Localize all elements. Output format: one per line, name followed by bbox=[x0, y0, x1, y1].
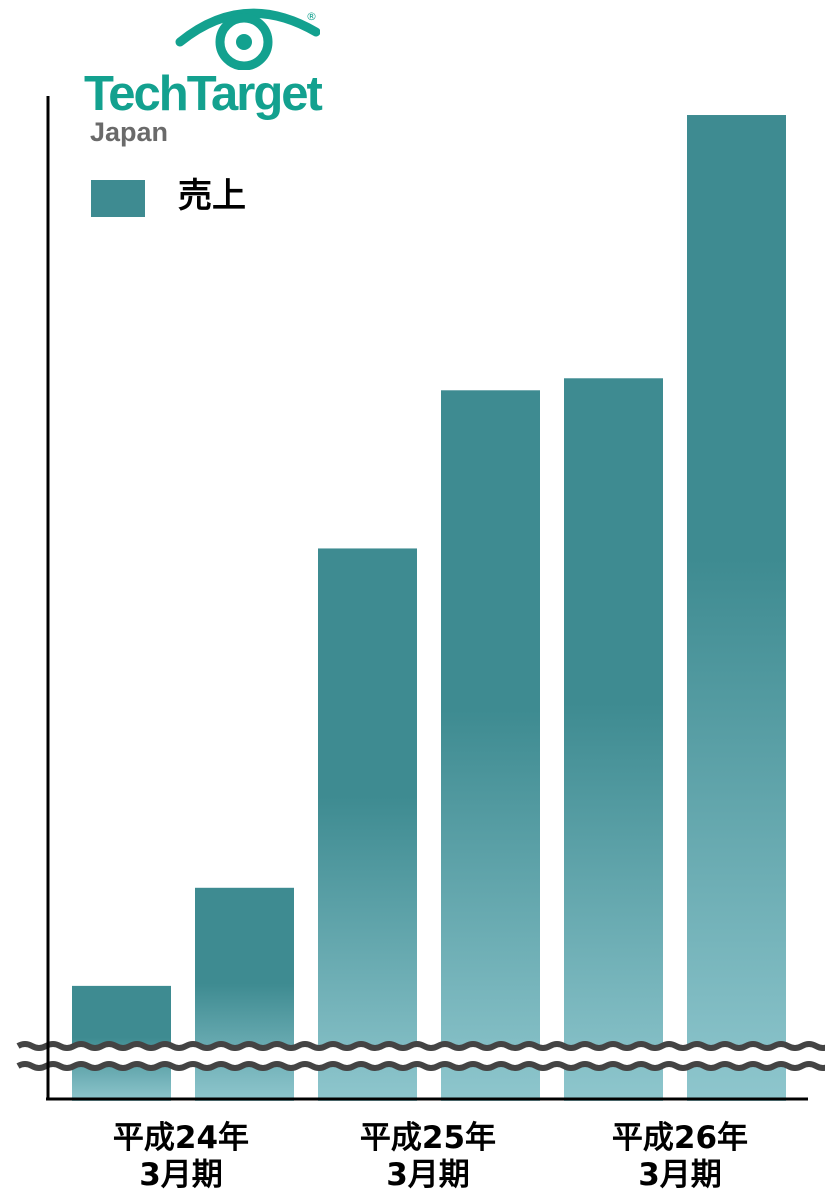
x-label-line1: 平成26年 bbox=[611, 1120, 749, 1156]
break-wave-2 bbox=[16, 1061, 825, 1071]
bar-6 bbox=[687, 115, 786, 1101]
eye-icon bbox=[175, 8, 320, 70]
logo-subtitle: Japan bbox=[90, 117, 169, 147]
x-label-group-3: 平成26年 3月期 bbox=[570, 1120, 790, 1194]
registered-mark: ® bbox=[306, 10, 317, 23]
legend-label: 売上 bbox=[178, 176, 246, 216]
axis-break-marker bbox=[16, 1041, 825, 1071]
bar-3 bbox=[318, 548, 417, 1101]
legend-swatch bbox=[91, 180, 145, 217]
x-label-line1: 平成25年 bbox=[359, 1120, 497, 1156]
techtarget-logo: ® TechTarget Japan bbox=[84, 4, 323, 154]
x-label-group-2: 平成25年 3月期 bbox=[318, 1120, 538, 1194]
break-wave-1 bbox=[16, 1041, 825, 1051]
x-label-line2: 3月期 bbox=[139, 1157, 223, 1194]
x-label-line1: 平成24年 bbox=[112, 1120, 250, 1156]
x-label-line2: 3月期 bbox=[638, 1157, 722, 1194]
logo-wordmark: TechTarget bbox=[84, 67, 323, 121]
bar-4 bbox=[441, 390, 540, 1101]
x-label-line2: 3月期 bbox=[386, 1157, 470, 1194]
axis-break-band bbox=[18, 1046, 825, 1066]
bar-5 bbox=[564, 378, 663, 1101]
x-label-group-1: 平成24年 3月期 bbox=[71, 1120, 291, 1194]
